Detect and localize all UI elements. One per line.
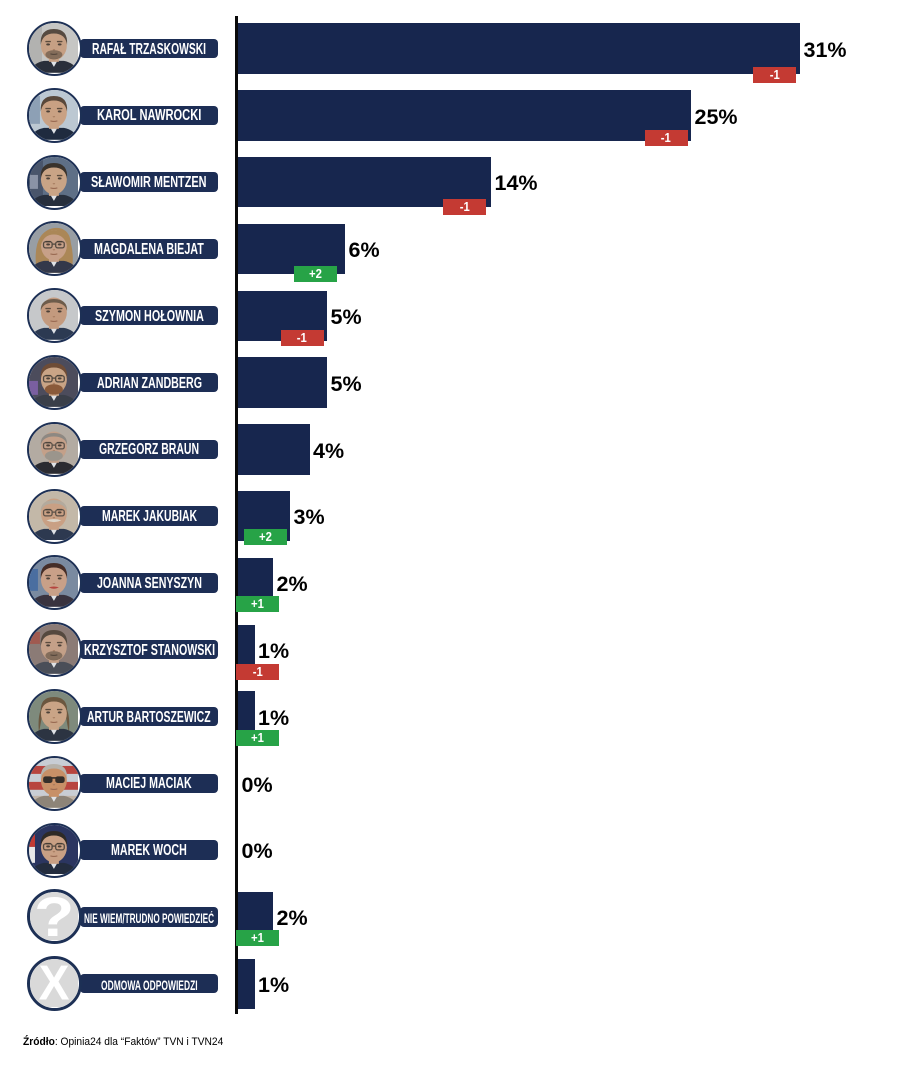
svg-text:?: ? <box>33 892 73 940</box>
svg-text:X: X <box>38 959 69 1007</box>
